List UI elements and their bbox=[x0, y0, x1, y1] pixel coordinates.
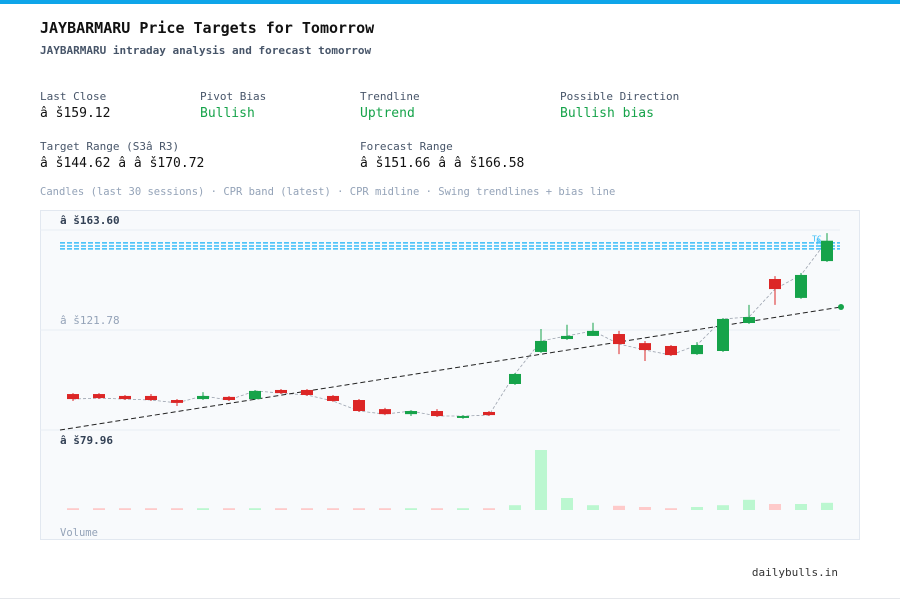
stat: Trendline Uptrend bbox=[360, 90, 420, 121]
candle-body bbox=[327, 395, 339, 401]
stat-label: Possible Direction bbox=[560, 90, 680, 103]
candle-body bbox=[509, 373, 521, 384]
volume-bar bbox=[327, 508, 339, 510]
candle-body bbox=[769, 279, 781, 290]
stat: Target Range (S3â R3) â š144.62 â â š170.… bbox=[40, 140, 204, 171]
stat-label: Last Close bbox=[40, 90, 107, 103]
candle-body bbox=[613, 334, 625, 345]
cpr-label: TC bbox=[812, 234, 822, 243]
candle-body bbox=[93, 394, 105, 399]
page-subtitle: JAYBARMARU intraday analysis and forecas… bbox=[40, 44, 372, 57]
stat-value: â š144.62 â â š170.72 bbox=[40, 156, 205, 171]
footer: dailybulls.in bbox=[751, 566, 838, 579]
volume-bar bbox=[119, 508, 131, 510]
stat: Last Close â š159.12 bbox=[40, 90, 110, 121]
volume-bar bbox=[691, 507, 703, 510]
stat-label: Pivot Bias bbox=[200, 90, 267, 103]
candle-body bbox=[457, 416, 469, 418]
volume-bar bbox=[509, 505, 521, 510]
cpr-label: P bbox=[816, 238, 821, 247]
stat: Forecast Range â š151.66 â â š166.58 bbox=[360, 140, 524, 171]
volume-bar bbox=[379, 508, 391, 510]
candle-body bbox=[67, 394, 79, 400]
candle-body bbox=[587, 330, 599, 336]
bias-line bbox=[59, 306, 842, 431]
volume-bar bbox=[145, 508, 157, 510]
stat-label: Trendline bbox=[360, 90, 420, 103]
volume-bar bbox=[561, 498, 573, 510]
page-title: JAYBARMARU Price Targets for Tomorrow bbox=[40, 19, 375, 37]
stat-value: Bullish bbox=[200, 106, 255, 121]
volume-bar bbox=[197, 508, 209, 510]
stat: Possible Direction Bullish bias bbox=[560, 90, 679, 121]
volume-bar bbox=[67, 508, 79, 510]
candle-body bbox=[743, 317, 755, 324]
bias-end bbox=[838, 303, 844, 310]
volume-bar bbox=[301, 508, 313, 510]
volume-bar bbox=[431, 508, 443, 510]
volume-bar bbox=[587, 505, 599, 510]
candle-body bbox=[665, 345, 677, 356]
volume-bar bbox=[249, 508, 261, 510]
volume-bar bbox=[171, 508, 183, 510]
volume-bar bbox=[639, 507, 651, 510]
candle-body bbox=[145, 395, 157, 401]
volume-bar bbox=[743, 499, 755, 510]
stat-label: Forecast Range bbox=[360, 140, 453, 153]
candle-body bbox=[431, 411, 443, 417]
bottom-border bbox=[0, 598, 900, 599]
stat-value: Bullish bias bbox=[560, 106, 654, 121]
stat-value: â š151.66 â â š166.58 bbox=[360, 156, 525, 171]
stat-value: Uptrend bbox=[360, 106, 415, 121]
volume-bar bbox=[665, 508, 677, 510]
candle-body bbox=[717, 318, 729, 351]
chart-caption: Candles (last 30 sessions) · CPR band (l… bbox=[40, 186, 616, 198]
candle-body bbox=[379, 409, 391, 415]
chart: â š79.96â š121.78â š163.60TCPBCVolume bbox=[40, 210, 860, 540]
stat-value: â š159.12 bbox=[40, 106, 111, 121]
volume-bar bbox=[613, 505, 625, 510]
y-tick-label: â š121.78 bbox=[60, 314, 120, 327]
volume-bar bbox=[769, 504, 781, 510]
volume-bar bbox=[457, 508, 469, 510]
candle-body bbox=[639, 343, 651, 351]
candle-body bbox=[561, 335, 573, 340]
candle-body bbox=[483, 411, 495, 416]
volume-bar bbox=[405, 508, 417, 510]
candle-body bbox=[353, 400, 365, 412]
y-tick-label: â š79.96 bbox=[60, 434, 113, 447]
candle-body bbox=[821, 240, 833, 262]
candle-body bbox=[535, 340, 547, 352]
y-tick-label: â š163.60 bbox=[60, 214, 120, 227]
candle-body bbox=[795, 274, 807, 298]
volume-bar bbox=[353, 508, 365, 510]
volume-bar bbox=[795, 504, 807, 510]
volume-bar bbox=[717, 505, 729, 510]
stat: Pivot Bias Bullish bbox=[200, 90, 266, 121]
volume-bar bbox=[483, 508, 495, 510]
volume-bar bbox=[535, 450, 547, 510]
chart-frame bbox=[40, 210, 860, 540]
candle-body bbox=[275, 389, 287, 394]
volume-bar bbox=[275, 508, 287, 510]
volume-bar bbox=[93, 508, 105, 510]
candle-body bbox=[223, 396, 235, 401]
candle-body bbox=[249, 390, 261, 400]
candle-body bbox=[119, 395, 131, 400]
candle-body bbox=[691, 345, 703, 355]
volume-bar bbox=[821, 502, 833, 510]
candle-body bbox=[405, 411, 417, 415]
volume-bar bbox=[223, 508, 235, 510]
candle-body bbox=[197, 395, 209, 400]
top-bar bbox=[0, 0, 900, 4]
volume-label: Volume bbox=[60, 527, 98, 539]
candle-body bbox=[301, 389, 313, 395]
candle-body bbox=[171, 400, 183, 403]
stat-label: Target Range (S3â R3) bbox=[40, 140, 180, 153]
